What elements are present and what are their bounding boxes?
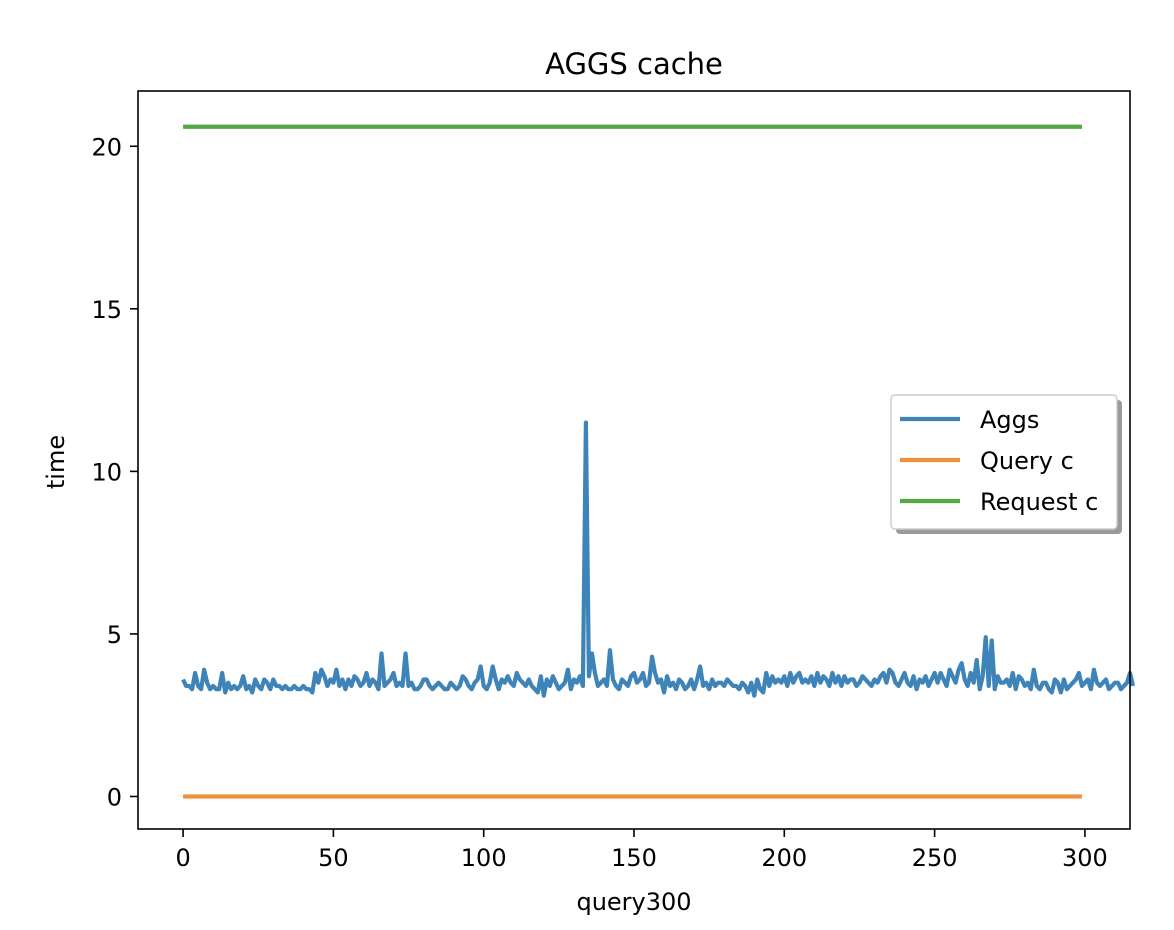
x-tick-label: 100 [461, 844, 507, 872]
x-tick-label: 300 [1062, 844, 1108, 872]
legend-box [890, 394, 1118, 530]
y-tick-label: 20 [91, 133, 122, 161]
legend-label-aggs: Aggs [980, 406, 1039, 434]
x-tick-label: 200 [761, 844, 807, 872]
legend-label-request-c: Request c [980, 488, 1098, 516]
x-tick-label: 250 [912, 844, 958, 872]
y-tick-label: 5 [107, 621, 122, 649]
series-layer [181, 124, 1136, 799]
legend-label-query-c: Query c [980, 447, 1074, 475]
x-tick-label: 0 [175, 844, 190, 872]
legend: Aggs Query c Request c [890, 394, 1122, 534]
y-tick-label: 15 [91, 296, 122, 324]
x-tick-label: 150 [611, 844, 657, 872]
y-axis-label: time [42, 435, 70, 489]
y-tick-label: 0 [107, 783, 122, 811]
series-line-aggs [181, 420, 1136, 698]
x-axis-ticks: 0 50 100 150 200 250 300 [175, 829, 1108, 872]
y-tick-label: 10 [91, 458, 122, 486]
chart-title: AGGS cache [545, 47, 723, 81]
y-axis-ticks: 0 5 10 15 20 [91, 133, 138, 811]
x-tick-label: 50 [318, 844, 349, 872]
x-axis-label: query300 [576, 888, 691, 916]
